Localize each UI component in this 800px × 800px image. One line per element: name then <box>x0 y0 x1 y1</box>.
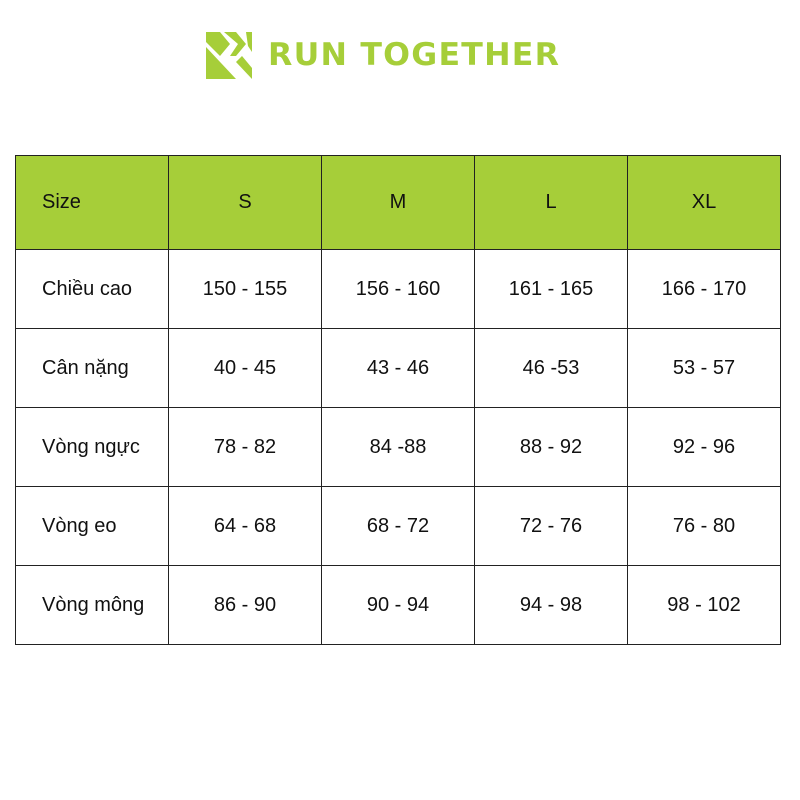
table-cell: 161 - 165 <box>474 249 628 329</box>
measurement-label: Chiều cao <box>15 249 169 329</box>
header-row: Size S M L XL <box>15 155 781 250</box>
table-cell: 166 - 170 <box>627 249 781 329</box>
table-row: Vòng ngực 78 - 82 84 -88 88 - 92 92 - 96 <box>15 407 781 487</box>
table-row: Cân nặng 40 - 45 43 - 46 46 -53 53 - 57 <box>15 328 781 408</box>
table-cell: 86 - 90 <box>168 565 322 645</box>
table-cell: 84 -88 <box>321 407 475 487</box>
table-cell: 64 - 68 <box>168 486 322 566</box>
table-cell: 78 - 82 <box>168 407 322 487</box>
table-cell: 76 - 80 <box>627 486 781 566</box>
table-cell: 156 - 160 <box>321 249 475 329</box>
header-cell: M <box>321 155 475 250</box>
header-cell: L <box>474 155 628 250</box>
table-row: Vòng mông 86 - 90 90 - 94 94 - 98 98 - 102 <box>15 565 781 645</box>
table-cell: 90 - 94 <box>321 565 475 645</box>
table-cell: 88 - 92 <box>474 407 628 487</box>
table-cell: 40 - 45 <box>168 328 322 408</box>
header-cell: XL <box>627 155 781 250</box>
table-row: Vòng eo 64 - 68 68 - 72 72 - 76 76 - 80 <box>15 486 781 566</box>
run-together-logo-icon <box>206 31 252 79</box>
brand-name: RUN TOGETHER <box>268 36 561 73</box>
table-row: Chiều cao 150 - 155 156 - 160 161 - 165 166 … <box>15 249 781 329</box>
table-cell: 46 -53 <box>474 328 628 408</box>
measurement-label: Cân nặng <box>15 328 169 408</box>
table-cell: 92 - 96 <box>627 407 781 487</box>
header-cell: S <box>168 155 322 250</box>
header-cell: Size <box>15 155 169 250</box>
size-chart-table: Size S M L XL Chiều cao 150 - 155 156 - 160 161 … <box>15 155 781 645</box>
measurement-label: Vòng eo <box>15 486 169 566</box>
brand-logo: RUN TOGETHER <box>206 31 559 79</box>
table-cell: 43 - 46 <box>321 328 475 408</box>
table-cell: 72 - 76 <box>474 486 628 566</box>
table-cell: 68 - 72 <box>321 486 475 566</box>
table-cell: 150 - 155 <box>168 249 322 329</box>
table-cell: 53 - 57 <box>627 328 781 408</box>
table-cell: 94 - 98 <box>474 565 628 645</box>
table-cell: 98 - 102 <box>627 565 781 645</box>
measurement-label: Vòng ngực <box>15 407 169 487</box>
measurement-label: Vòng mông <box>15 565 169 645</box>
